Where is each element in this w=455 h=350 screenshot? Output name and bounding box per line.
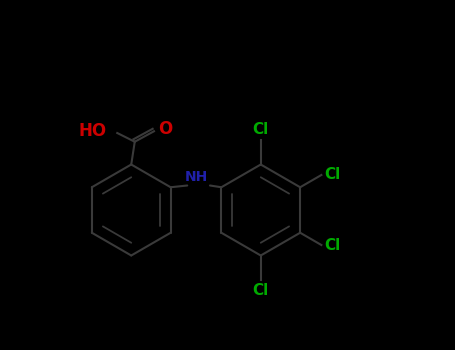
Text: O: O [158,120,172,139]
Text: NH: NH [184,170,207,184]
Text: Cl: Cl [253,122,269,137]
Text: HO: HO [79,122,107,140]
Text: Cl: Cl [253,283,269,298]
Text: Cl: Cl [324,238,340,253]
Text: Cl: Cl [324,167,340,182]
